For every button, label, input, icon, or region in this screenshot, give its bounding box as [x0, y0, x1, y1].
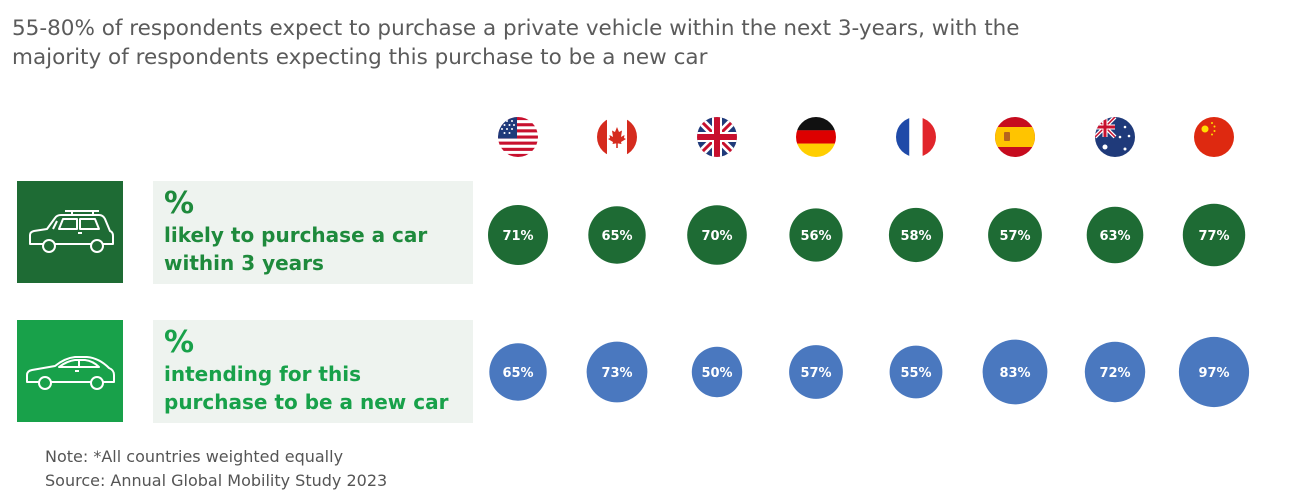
row-1-label: likely to purchase a car within 3 years [164, 223, 428, 275]
row-1-icon-tile [17, 181, 123, 283]
bubble-label-row-1-united-kingdom: 70% [701, 229, 732, 244]
spain-flag-icon [995, 117, 1035, 157]
bubble-label-row-1-france: 58% [900, 229, 931, 244]
bubble-row-2-united-states [489, 343, 547, 401]
australia-flag-icon [1095, 117, 1135, 157]
chart-title: 55-80% of respondents expect to purchase… [12, 14, 1272, 72]
row-2-label: intending for this purchase to be a new … [164, 362, 449, 414]
bubble-label-row-1-australia: 63% [1099, 229, 1130, 244]
germany-flag-icon [796, 117, 836, 157]
row-2-label-box: % intending for this purchase to be a ne… [153, 320, 473, 423]
bubble-row-1-spain [988, 208, 1042, 262]
bubble-label-row-2-australia: 72% [1099, 366, 1130, 381]
bubble-label-row-1-united-states: 71% [502, 229, 533, 244]
uk-flag-icon [697, 117, 737, 157]
france-flag-icon [896, 117, 936, 157]
bubble-label-row-2-china: 97% [1198, 366, 1229, 381]
bubble-label-row-2-canada: 73% [601, 366, 632, 381]
bubble-row-2-united-kingdom [691, 346, 743, 398]
notes: Note: *All countries weighted equally So… [45, 445, 387, 493]
chart-title-line-1: 55-80% of respondents expect to purchase… [12, 16, 1020, 41]
bubble-row-2-france [889, 345, 943, 399]
bubble-label-row-1-china: 77% [1198, 229, 1229, 244]
bubble-label-row-2-germany: 57% [800, 366, 831, 381]
bubble-row-2-australia [1084, 341, 1146, 403]
bubble-label-row-2-spain: 83% [999, 366, 1030, 381]
bubble-label-row-1-canada: 65% [601, 229, 632, 244]
row-2-icon-tile [17, 320, 123, 422]
bubble-row-1-australia [1086, 206, 1144, 264]
bubble-row-2-china [1178, 336, 1250, 408]
source-text: Source: Annual Global Mobility Study 202… [45, 471, 388, 490]
suv-car-icon [29, 210, 114, 253]
bubble-row-1-france [888, 207, 944, 263]
row-1-label-box: % likely to purchase a car within 3 year… [153, 181, 473, 284]
bubble-row-1-united-kingdom [687, 205, 747, 265]
bubble-label-row-2-france: 55% [900, 366, 931, 381]
bubble-label-row-2-united-kingdom: 50% [701, 366, 732, 381]
bubble-row-2-spain [982, 339, 1048, 405]
bubble-label-row-1-germany: 56% [800, 229, 831, 244]
bubble-row-1-united-states [488, 205, 548, 265]
bubble-row-1-china [1182, 203, 1246, 267]
row-1-percent-symbol: % [164, 186, 195, 221]
bubble-label-row-2-united-states: 65% [502, 366, 533, 381]
sedan-car-icon [26, 356, 115, 390]
bubble-row-2-canada [586, 341, 648, 403]
canada-flag-icon [597, 117, 637, 157]
bubble-label-row-1-spain: 57% [999, 229, 1030, 244]
us-flag-icon [498, 117, 538, 157]
row-2-percent-symbol: % [164, 325, 195, 360]
bubble-row-1-germany [789, 208, 843, 262]
chart-title-line-2: majority of respondents expecting this p… [12, 45, 708, 70]
note-text: Note: *All countries weighted equally [45, 447, 344, 466]
bubble-row-1-canada [588, 206, 646, 264]
bubble-row-2-germany [789, 345, 843, 399]
china-flag-icon [1194, 117, 1234, 157]
